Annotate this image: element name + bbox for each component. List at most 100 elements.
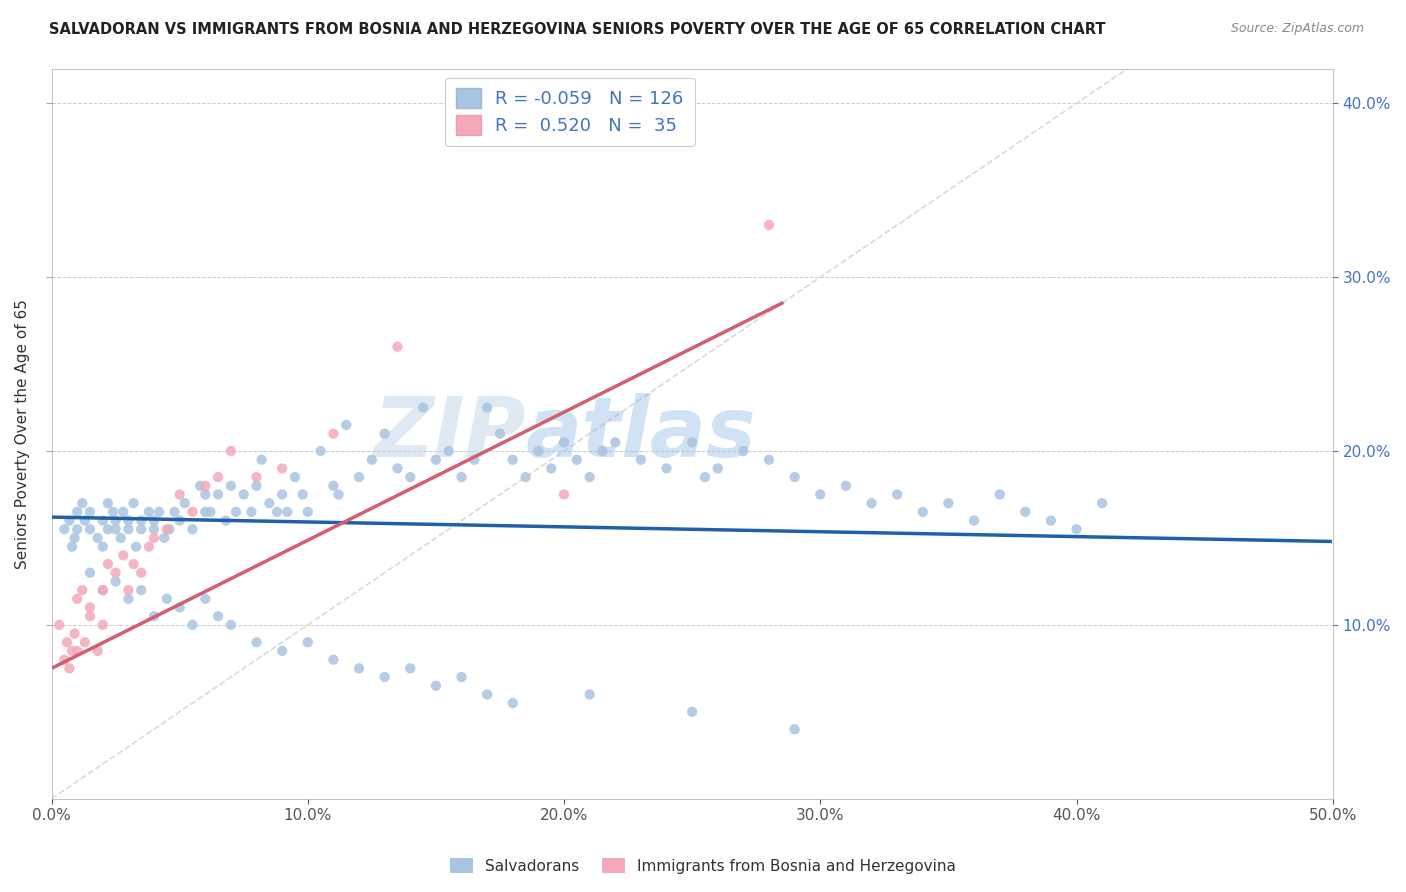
Point bbox=[655, 461, 678, 475]
Point bbox=[104, 522, 127, 536]
Point bbox=[117, 591, 139, 606]
Point bbox=[374, 670, 396, 684]
Point bbox=[79, 566, 101, 580]
Point bbox=[578, 470, 600, 484]
Point bbox=[91, 583, 114, 598]
Point bbox=[101, 505, 124, 519]
Point bbox=[284, 470, 307, 484]
Point bbox=[553, 435, 575, 450]
Point bbox=[73, 635, 96, 649]
Point bbox=[219, 444, 242, 458]
Legend: R = -0.059   N = 126, R =  0.520   N =  35: R = -0.059 N = 126, R = 0.520 N = 35 bbox=[444, 78, 695, 146]
Point bbox=[266, 505, 288, 519]
Point bbox=[425, 452, 447, 467]
Point bbox=[112, 505, 135, 519]
Point bbox=[911, 505, 934, 519]
Point bbox=[291, 487, 314, 501]
Point bbox=[271, 644, 294, 658]
Point bbox=[72, 496, 94, 510]
Point bbox=[117, 583, 139, 598]
Point bbox=[707, 461, 730, 475]
Point bbox=[860, 496, 883, 510]
Point bbox=[129, 522, 152, 536]
Point bbox=[232, 487, 254, 501]
Point bbox=[553, 487, 575, 501]
Point bbox=[194, 505, 217, 519]
Point bbox=[66, 644, 89, 658]
Point bbox=[79, 505, 101, 519]
Point bbox=[122, 557, 145, 571]
Point bbox=[808, 487, 831, 501]
Point bbox=[578, 688, 600, 702]
Point bbox=[322, 653, 344, 667]
Point bbox=[322, 479, 344, 493]
Point bbox=[143, 609, 166, 624]
Point bbox=[48, 618, 70, 632]
Point bbox=[117, 514, 139, 528]
Point bbox=[143, 531, 166, 545]
Point bbox=[194, 479, 217, 493]
Point bbox=[360, 452, 382, 467]
Point bbox=[63, 626, 86, 640]
Point bbox=[1014, 505, 1036, 519]
Point bbox=[783, 470, 806, 484]
Point bbox=[245, 479, 267, 493]
Point bbox=[250, 452, 273, 467]
Point bbox=[540, 461, 562, 475]
Point bbox=[207, 487, 229, 501]
Point bbox=[181, 505, 204, 519]
Point bbox=[988, 487, 1011, 501]
Point bbox=[938, 496, 960, 510]
Point bbox=[399, 470, 422, 484]
Point bbox=[322, 426, 344, 441]
Point bbox=[58, 514, 80, 528]
Point bbox=[259, 496, 281, 510]
Point bbox=[502, 696, 524, 710]
Point bbox=[489, 426, 512, 441]
Point bbox=[591, 444, 613, 458]
Point bbox=[156, 522, 179, 536]
Y-axis label: Seniors Poverty Over the Age of 65: Seniors Poverty Over the Age of 65 bbox=[15, 299, 30, 568]
Point bbox=[104, 514, 127, 528]
Point bbox=[1039, 514, 1062, 528]
Point bbox=[527, 444, 550, 458]
Point bbox=[163, 505, 186, 519]
Point bbox=[138, 540, 160, 554]
Point bbox=[225, 505, 247, 519]
Point bbox=[53, 653, 76, 667]
Point bbox=[215, 514, 238, 528]
Point bbox=[437, 444, 460, 458]
Point bbox=[129, 514, 152, 528]
Point bbox=[63, 531, 86, 545]
Point bbox=[73, 514, 96, 528]
Point bbox=[138, 505, 160, 519]
Point bbox=[387, 340, 409, 354]
Legend: Salvadorans, Immigrants from Bosnia and Herzegovina: Salvadorans, Immigrants from Bosnia and … bbox=[444, 852, 962, 880]
Point bbox=[271, 487, 294, 501]
Point bbox=[97, 496, 120, 510]
Point bbox=[194, 591, 217, 606]
Point bbox=[475, 688, 498, 702]
Point bbox=[605, 435, 627, 450]
Point bbox=[66, 522, 89, 536]
Point bbox=[194, 487, 217, 501]
Point bbox=[515, 470, 537, 484]
Point bbox=[104, 566, 127, 580]
Point bbox=[58, 661, 80, 675]
Point bbox=[693, 470, 716, 484]
Point bbox=[347, 661, 370, 675]
Point bbox=[374, 426, 396, 441]
Point bbox=[143, 514, 166, 528]
Point bbox=[169, 514, 191, 528]
Point bbox=[412, 401, 434, 415]
Point bbox=[297, 505, 319, 519]
Point bbox=[335, 417, 357, 432]
Text: ZIP: ZIP bbox=[373, 393, 526, 475]
Point bbox=[450, 470, 472, 484]
Point bbox=[129, 583, 152, 598]
Point bbox=[681, 705, 703, 719]
Point bbox=[148, 505, 170, 519]
Point bbox=[425, 679, 447, 693]
Point bbox=[53, 522, 76, 536]
Point bbox=[886, 487, 908, 501]
